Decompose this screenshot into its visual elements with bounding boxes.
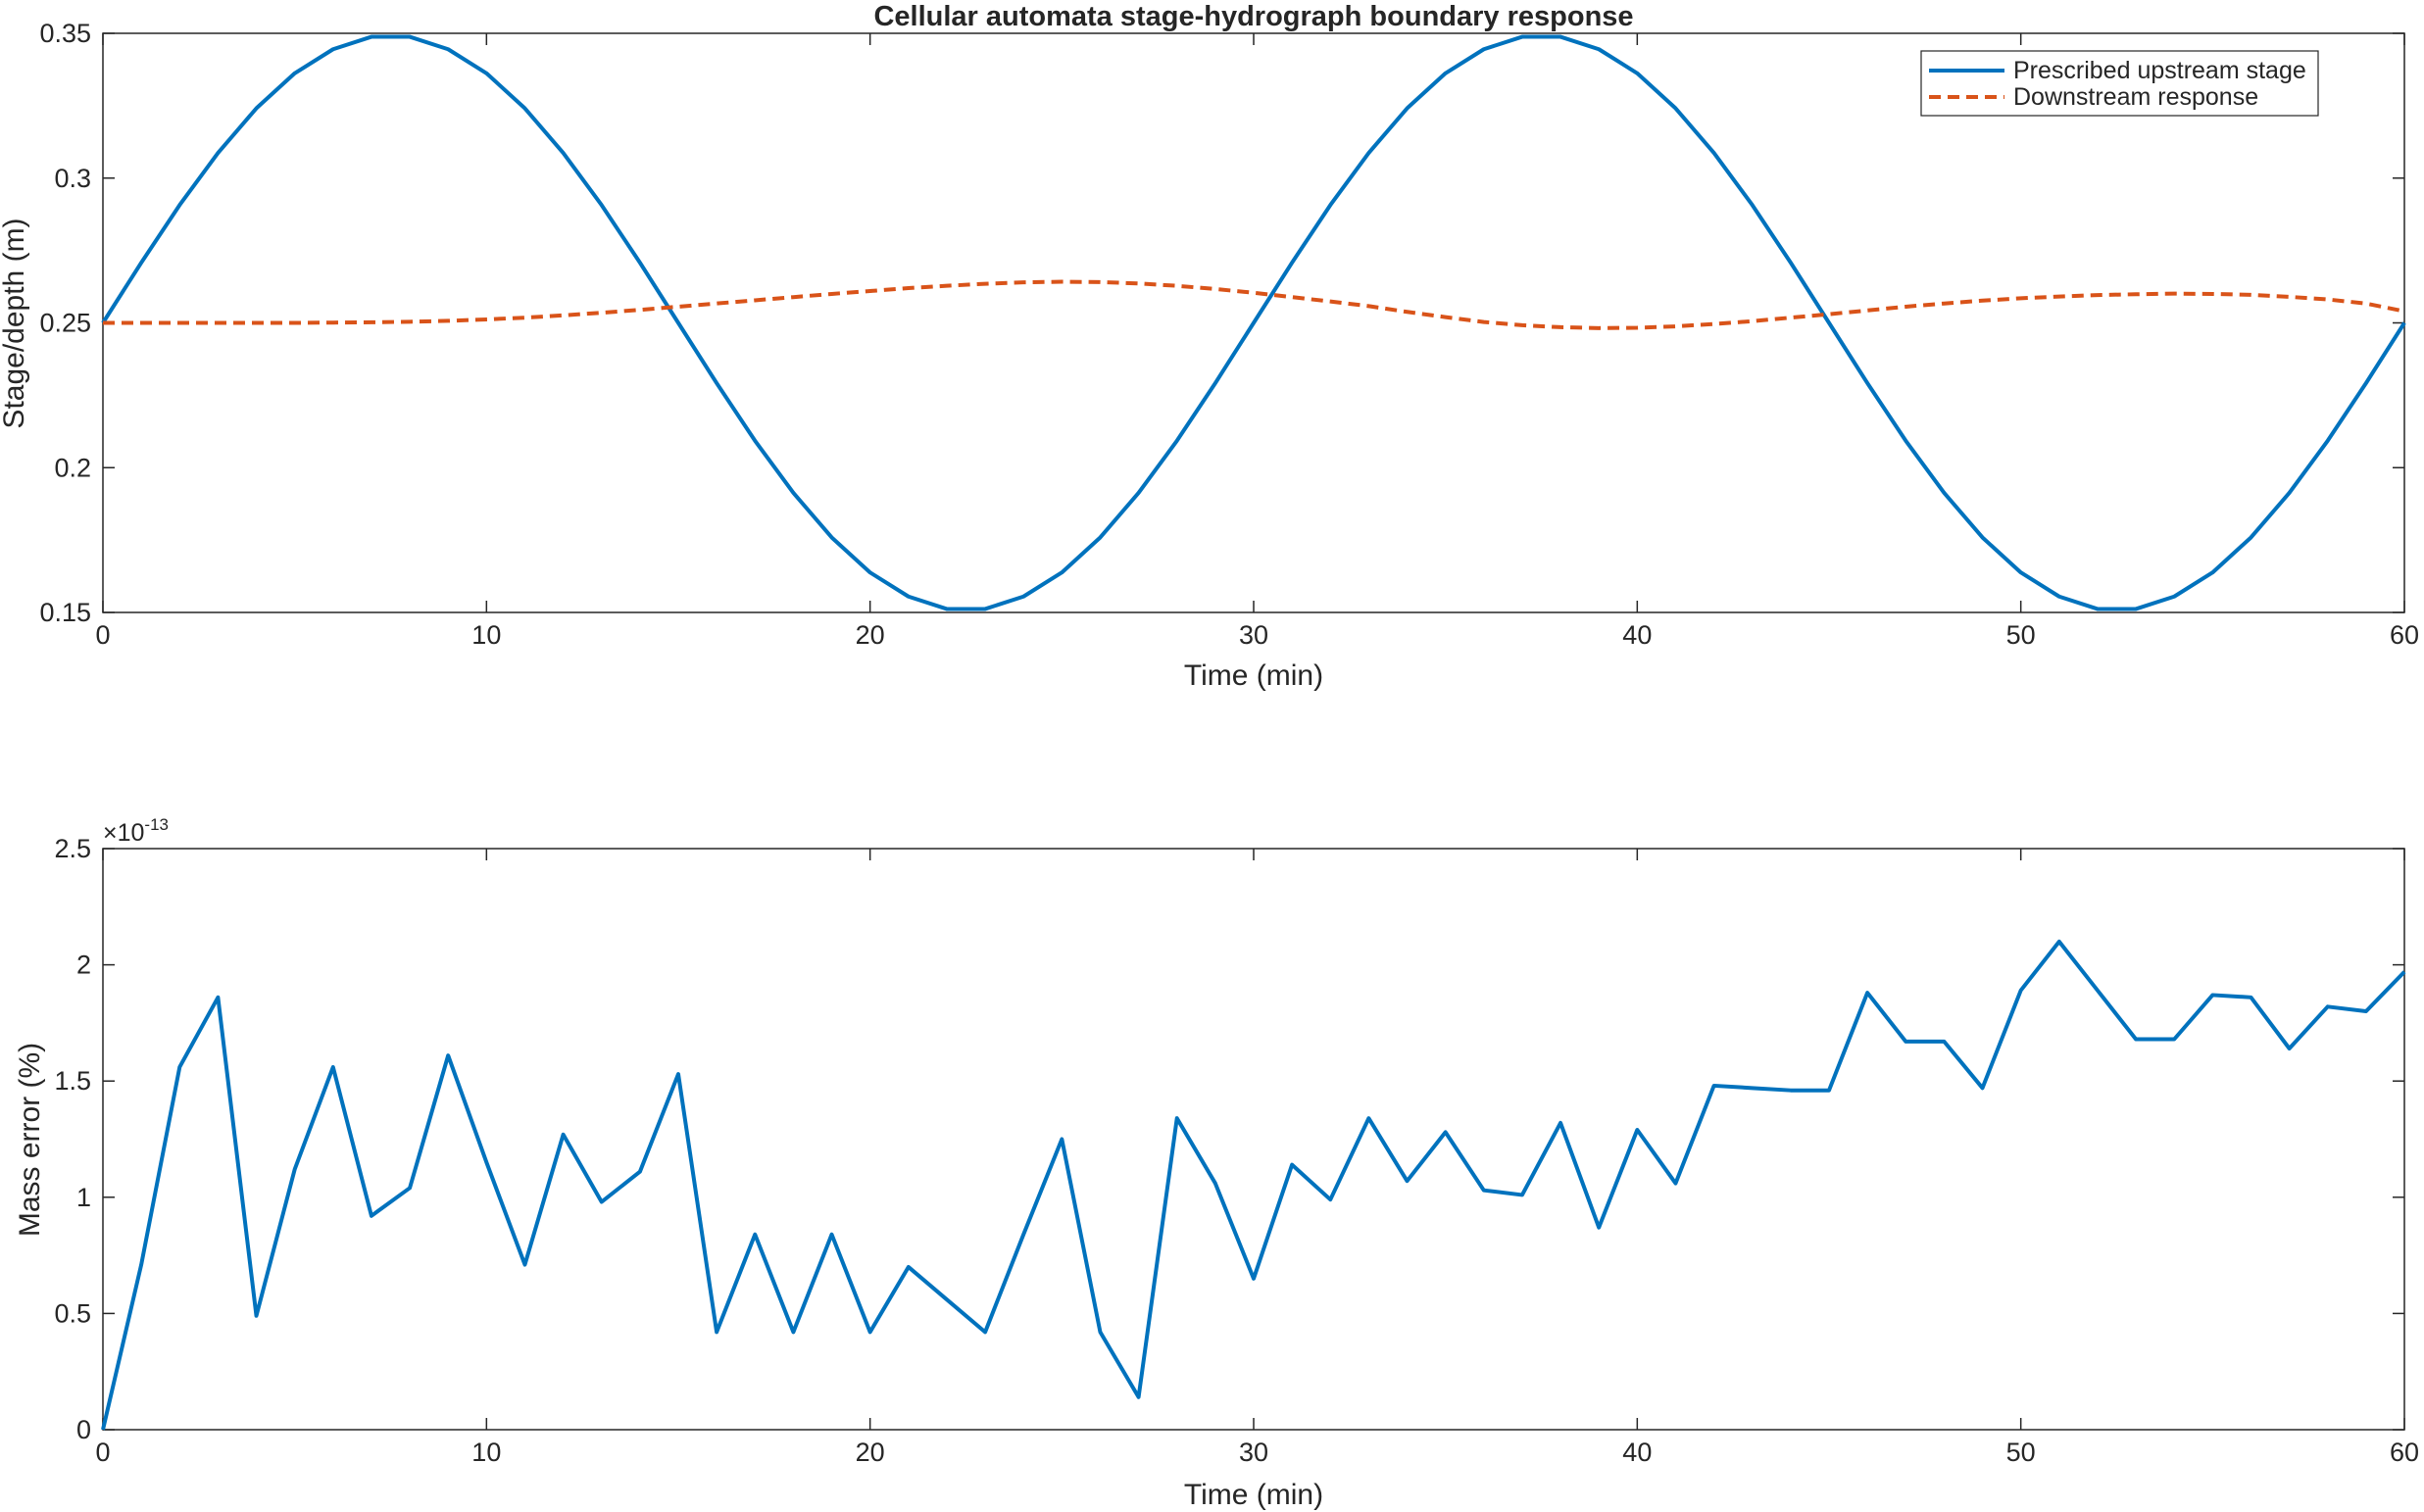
y-axis-multiplier: ×10-13 [103, 815, 169, 847]
x-tick-label: 50 [2006, 1438, 2036, 1467]
x-tick-label: 20 [856, 1438, 885, 1467]
y-tick-label: 2.5 [54, 834, 91, 863]
series-line-top-1 [101, 34, 2406, 611]
series-line-top-2 [103, 279, 2405, 330]
series-layer-bottom [101, 939, 2406, 1431]
tick-marks-bottom [102, 848, 2405, 1431]
x-tick-label: 50 [2006, 620, 2036, 650]
y-tick-label: 0 [76, 1415, 91, 1444]
x-tick-label: 0 [95, 620, 110, 650]
y-tick-label: 0.2 [54, 453, 91, 482]
legend-label-upstream: Prescribed upstream stage [2013, 57, 2306, 84]
legend-label-downstream: Downstream response [2013, 83, 2258, 111]
x-tick-label: 10 [471, 620, 501, 650]
y-tick-label: 0.35 [39, 19, 91, 48]
legend: Prescribed upstream stage Downstream res… [1920, 50, 2319, 117]
y-tick-label: 1.5 [54, 1066, 91, 1096]
stage-hydrograph-chart: 0 10 20 30 40 50 60 0.15 0.2 0.25 0.3 0.35 Cellular… [0, 1, 2419, 692]
chart-title: Cellular automata stage-hydrograph bound… [873, 1, 1633, 32]
x-tick-label: 60 [2390, 1438, 2419, 1467]
tick-marks-top [102, 32, 2405, 613]
y-axis-label-top: Stage/depth (m) [0, 218, 30, 428]
tick-labels-top: 0 10 20 30 40 50 60 0.15 0.2 0.25 0.3 0.35 [39, 19, 2419, 650]
legend-box [1920, 50, 2319, 117]
x-axis-label-bottom: Time (min) [1184, 1479, 1323, 1511]
y-tick-label: 0.25 [39, 309, 91, 338]
y-tick-label: 1 [76, 1183, 91, 1212]
x-axis-label-top: Time (min) [1184, 659, 1323, 692]
x-tick-label: 60 [2390, 620, 2419, 650]
mass-error-chart: 0 10 20 30 40 50 60 0 0.5 1 1.5 2 2.5 ×10-13 Time (m… [14, 815, 2419, 1511]
series-line-bottom-1 [101, 939, 2406, 1431]
x-tick-label: 30 [1239, 620, 1268, 650]
y-tick-label: 0.5 [54, 1298, 91, 1328]
x-tick-label: 10 [471, 1438, 501, 1467]
y-tick-label: 2 [76, 951, 91, 980]
y-tick-label: 0.3 [54, 164, 91, 193]
x-tick-label: 0 [95, 1438, 110, 1467]
x-tick-label: 40 [1622, 620, 1652, 650]
y-axis-label-bottom: Mass error (%) [14, 1043, 46, 1237]
tick-labels-bottom: 0 10 20 30 40 50 60 0 0.5 1 1.5 2 2.5 [54, 834, 2419, 1467]
x-tick-label: 20 [856, 620, 885, 650]
x-tick-label: 40 [1622, 1438, 1652, 1467]
y-tick-label: 0.15 [39, 598, 91, 627]
series-layer-top [101, 34, 2406, 611]
plot-area-bottom [102, 848, 2405, 1431]
x-tick-label: 30 [1239, 1438, 1268, 1467]
